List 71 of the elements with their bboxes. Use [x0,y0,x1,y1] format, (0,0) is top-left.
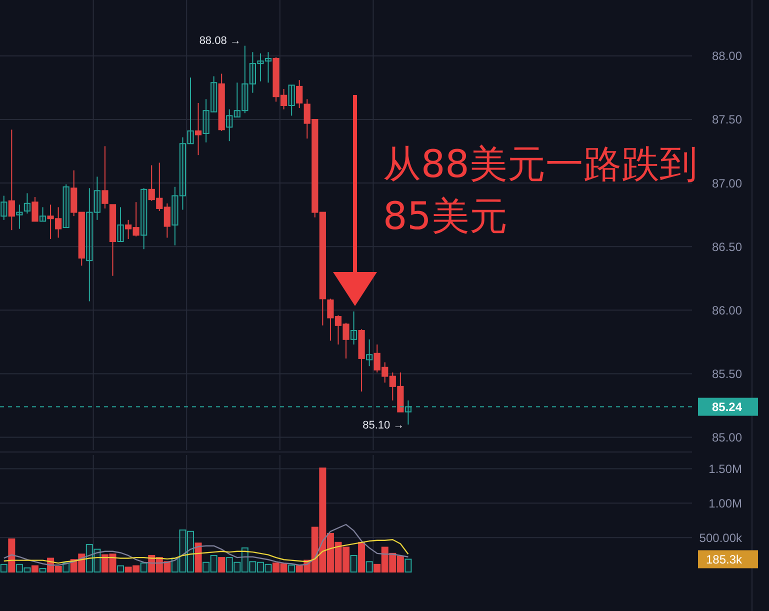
bar [39,568,46,572]
bar [404,558,412,572]
bar [350,554,358,572]
candlestick [257,52,264,82]
bar [31,565,38,572]
bar [218,557,226,572]
bar [86,544,93,572]
bar [117,565,124,572]
candlestick [226,108,233,142]
bar [256,562,264,572]
bar [249,561,256,572]
bar [16,564,23,572]
ref-line-label: 85.24 [712,400,742,414]
bar [288,564,296,572]
y-tick-label: 85.50 [712,366,742,381]
candlestick [350,310,358,345]
candlestick [288,84,295,116]
candlestick [39,206,46,222]
annotation: 85.10 → [362,420,404,432]
line-series [3,539,409,564]
candlestick [264,52,272,84]
y-tick-label: 86.00 [712,303,742,318]
candlestick [202,98,210,143]
bar [264,564,272,572]
candlestick [102,146,108,209]
y-tick-label: 500.00k [699,530,743,545]
candlestick [32,196,38,222]
candlestick [62,184,70,228]
bar [226,557,233,572]
bar [358,542,366,572]
candlestick [210,76,218,112]
y-tick-label: 86.50 [712,240,742,254]
candlestick [249,52,256,94]
candlestick [94,176,100,220]
bar [194,542,202,572]
bar [210,554,218,572]
candlestick [366,338,373,367]
bar [241,547,248,572]
text: 185.3k [706,552,743,566]
bar [24,567,31,572]
candlestick [172,186,178,246]
y-tick-label: 85.00 [712,430,742,444]
y-tick-label: 88.00 [712,49,742,64]
candlestick [24,192,31,214]
y-tick-label: 1.50M [708,462,742,476]
candlestick [86,188,93,302]
candlestick [187,77,194,144]
bar [186,530,194,572]
candlestick [140,188,148,250]
candlestick [0,195,8,220]
annotation: 从88美元一路跌到 85美元 [383,142,698,238]
candlestick [8,129,15,231]
bar [202,562,210,572]
bar [234,562,241,572]
annotation: 88.08 → [199,34,241,47]
bar [179,530,186,572]
y-tick-label: 87.50 [712,112,742,127]
line-series [3,524,409,566]
y-tick-label: 87.00 [712,176,742,190]
candlestick [179,136,186,210]
bar [0,564,8,572]
bar [366,561,373,572]
bar [8,538,16,572]
candlestick [242,45,248,114]
bar [140,562,148,572]
candlestick [234,82,240,118]
y-tick-label: 1.00M [708,496,742,510]
candlestick [194,102,202,156]
candlestick [16,204,23,230]
candlestick [296,80,303,109]
candlestick [117,206,124,242]
